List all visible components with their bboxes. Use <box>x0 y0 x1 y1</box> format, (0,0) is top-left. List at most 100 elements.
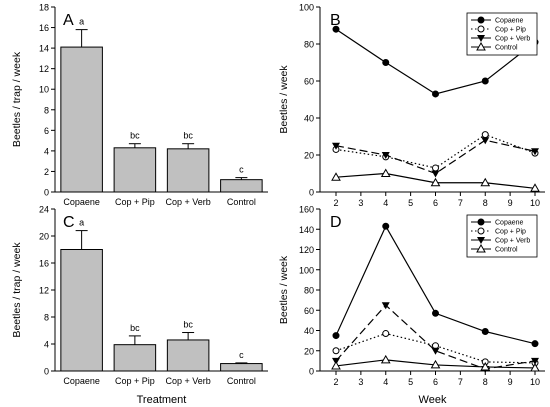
y-tick-label: 140 <box>299 225 314 235</box>
y-tick-label: 8 <box>44 313 49 323</box>
x-tick-label: 8 <box>483 198 488 208</box>
y-tick-label: 80 <box>304 286 314 296</box>
y-tick-label: 120 <box>299 245 314 255</box>
data-point <box>432 309 439 317</box>
y-axis-title: Beetles / trap / week <box>11 51 23 147</box>
data-point <box>382 330 390 338</box>
data-point <box>380 168 391 177</box>
data-point <box>331 172 341 181</box>
y-tick-label: 60 <box>304 77 314 87</box>
x-tick-label: 3 <box>358 377 363 387</box>
panel-label: C <box>63 214 75 231</box>
data-point <box>477 218 485 226</box>
x-tick-label: Copaene <box>63 197 100 207</box>
data-point <box>432 164 439 172</box>
bar <box>60 249 103 372</box>
y-tick-label: 4 <box>44 340 49 350</box>
panel-label: D <box>330 214 342 231</box>
x-tick-label: 6 <box>433 198 438 208</box>
data-point <box>332 332 340 340</box>
y-tick-label: 20 <box>304 151 314 161</box>
legend-label: Cop + Verb <box>495 36 530 43</box>
significance-letter: bc <box>183 131 193 141</box>
y-tick-label: 14 <box>39 44 49 54</box>
x-tick-label: Control <box>227 376 256 386</box>
bar-chart-panel: 0 2 4 6 8 10 12 14 16 18 Beetles / trap / week A a Co… <box>11 3 268 207</box>
data-point <box>477 227 485 235</box>
x-tick-label: 10 <box>530 198 540 208</box>
significance-letter: a <box>79 218 84 228</box>
data-point <box>531 340 539 348</box>
bar <box>60 46 103 193</box>
y-tick-label: 10 <box>39 85 49 95</box>
y-tick-label: 0 <box>309 188 314 198</box>
x-axis-title: Treatment <box>137 394 187 406</box>
bar <box>166 148 210 193</box>
y-tick-label: 160 <box>299 205 314 215</box>
significance-letter: c <box>239 350 244 360</box>
legend-label: Cop + Verb <box>495 238 530 245</box>
x-tick-label: 9 <box>508 377 513 387</box>
series-line <box>335 304 536 370</box>
data-point <box>381 302 390 310</box>
panel-label: B <box>330 12 341 29</box>
data-point <box>431 347 440 355</box>
x-tick-label: 7 <box>458 198 463 208</box>
x-tick-label: 2 <box>333 198 338 208</box>
significance-letter: bc <box>130 131 140 141</box>
x-tick-label: 9 <box>508 198 513 208</box>
x-tick-label: 6 <box>433 377 438 387</box>
x-tick-label: Copaene <box>63 376 100 386</box>
y-tick-label: 12 <box>39 64 49 74</box>
panel-label: A <box>63 12 74 29</box>
x-tick-label: 8 <box>483 377 488 387</box>
data-point <box>480 177 491 187</box>
legend-label: Copaene <box>495 18 524 25</box>
x-tick-label: 5 <box>408 377 413 387</box>
data-point <box>477 16 485 24</box>
significance-letter: a <box>79 17 84 27</box>
data-point <box>530 183 540 192</box>
x-tick-label: 3 <box>358 198 363 208</box>
y-tick-label: 2 <box>44 167 49 177</box>
y-tick-label: 4 <box>44 146 49 156</box>
y-tick-label: 20 <box>39 232 49 242</box>
legend-label: Control <box>495 45 518 52</box>
y-axis-title: Beetles / week <box>278 65 290 134</box>
x-tick-label: 5 <box>408 198 413 208</box>
y-axis-title: Beetles / trap / week <box>11 242 23 338</box>
x-tick-label: 7 <box>458 377 463 387</box>
data-point <box>481 77 489 85</box>
y-tick-label: 12 <box>39 286 49 296</box>
data-point <box>331 360 341 370</box>
line-chart-panel: 0 20 40 60 80 100 Beetles / week B 2 3 4 5 6 7 8 9 10 Cop… <box>278 3 545 208</box>
y-tick-label: 6 <box>44 126 49 136</box>
data-point <box>380 354 391 364</box>
y-tick-label: 24 <box>39 205 49 215</box>
line-chart-panel: 0 20 40 60 80 100 120 140 160 Beetles / week D Week… <box>278 205 545 406</box>
data-point <box>430 177 441 187</box>
bar <box>113 147 157 193</box>
y-tick-label: 80 <box>304 40 314 50</box>
legend-label: Control <box>495 247 518 254</box>
y-tick-label: 8 <box>44 105 49 115</box>
legend-label: Cop + Pip <box>495 229 526 236</box>
data-point <box>381 152 390 159</box>
data-point <box>480 361 491 371</box>
data-point <box>531 357 539 365</box>
significance-letter: bc <box>130 323 140 333</box>
data-point <box>430 359 441 369</box>
data-point <box>481 137 490 145</box>
x-tick-label: Control <box>227 197 256 207</box>
y-tick-label: 18 <box>39 3 49 13</box>
significance-letter: bc <box>183 320 193 330</box>
x-axis-title: Week <box>419 394 447 406</box>
y-tick-label: 40 <box>304 114 314 124</box>
series-line <box>335 332 536 364</box>
y-axis-title: Beetles / week <box>278 255 290 324</box>
y-tick-label: 0 <box>309 367 314 377</box>
significance-letter: c <box>239 165 244 175</box>
x-tick-label: Cop + Verb <box>165 197 210 207</box>
x-tick-label: Cop + Verb <box>165 376 210 386</box>
y-tick-label: 16 <box>39 259 49 269</box>
